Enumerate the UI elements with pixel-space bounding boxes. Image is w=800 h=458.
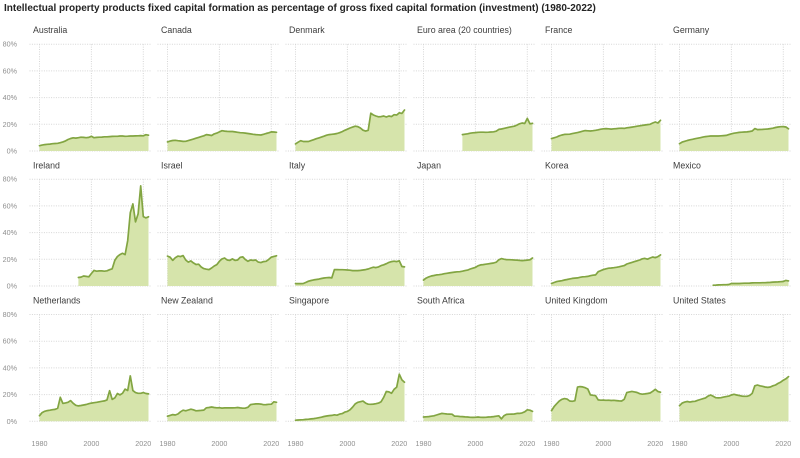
svg-text:New Zealand: New Zealand (161, 296, 213, 306)
svg-text:2020: 2020 (135, 439, 151, 448)
svg-text:60%: 60% (3, 337, 18, 346)
svg-text:1980: 1980 (288, 439, 304, 448)
svg-text:2020: 2020 (391, 439, 407, 448)
svg-text:60%: 60% (3, 66, 18, 75)
svg-text:2020: 2020 (775, 439, 791, 448)
svg-text:Australia: Australia (33, 25, 67, 35)
svg-text:2020: 2020 (263, 439, 279, 448)
svg-text:South Africa: South Africa (417, 296, 465, 306)
svg-text:France: France (545, 25, 572, 35)
svg-text:20%: 20% (3, 390, 18, 399)
svg-text:2000: 2000 (339, 439, 355, 448)
svg-text:1980: 1980 (672, 439, 688, 448)
svg-text:2000: 2000 (467, 439, 483, 448)
svg-text:Mexico: Mexico (673, 160, 701, 170)
svg-text:Israel: Israel (161, 160, 183, 170)
svg-text:Netherlands: Netherlands (33, 296, 81, 306)
svg-text:Japan: Japan (417, 160, 441, 170)
svg-text:Korea: Korea (545, 160, 569, 170)
svg-text:2000: 2000 (595, 439, 611, 448)
svg-text:80%: 80% (3, 310, 18, 319)
svg-text:1980: 1980 (544, 439, 560, 448)
svg-text:80%: 80% (3, 40, 18, 49)
svg-text:Singapore: Singapore (289, 296, 329, 306)
svg-text:60%: 60% (3, 201, 18, 210)
svg-text:40%: 40% (3, 93, 18, 102)
svg-text:Italy: Italy (289, 160, 306, 170)
svg-text:20%: 20% (3, 255, 18, 264)
svg-text:40%: 40% (3, 363, 18, 372)
svg-text:2020: 2020 (519, 439, 535, 448)
svg-text:0%: 0% (7, 282, 18, 291)
svg-text:1980: 1980 (416, 439, 432, 448)
svg-text:0%: 0% (7, 147, 18, 156)
svg-text:Ireland: Ireland (33, 160, 60, 170)
svg-text:Canada: Canada (161, 25, 192, 35)
svg-text:Intellectual property products: Intellectual property products fixed cap… (4, 3, 596, 14)
svg-text:2000: 2000 (211, 439, 227, 448)
svg-text:Germany: Germany (673, 25, 710, 35)
svg-text:20%: 20% (3, 120, 18, 129)
svg-text:1980: 1980 (160, 439, 176, 448)
svg-text:Denmark: Denmark (289, 25, 325, 35)
svg-text:2000: 2000 (723, 439, 739, 448)
svg-text:80%: 80% (3, 175, 18, 184)
svg-text:1980: 1980 (32, 439, 48, 448)
svg-text:2000: 2000 (83, 439, 99, 448)
svg-text:0%: 0% (7, 417, 18, 426)
svg-text:United States: United States (673, 296, 726, 306)
svg-text:Euro area (20 countries): Euro area (20 countries) (417, 25, 512, 35)
svg-text:2020: 2020 (647, 439, 663, 448)
svg-text:40%: 40% (3, 228, 18, 237)
svg-text:United Kingdom: United Kingdom (545, 296, 608, 306)
